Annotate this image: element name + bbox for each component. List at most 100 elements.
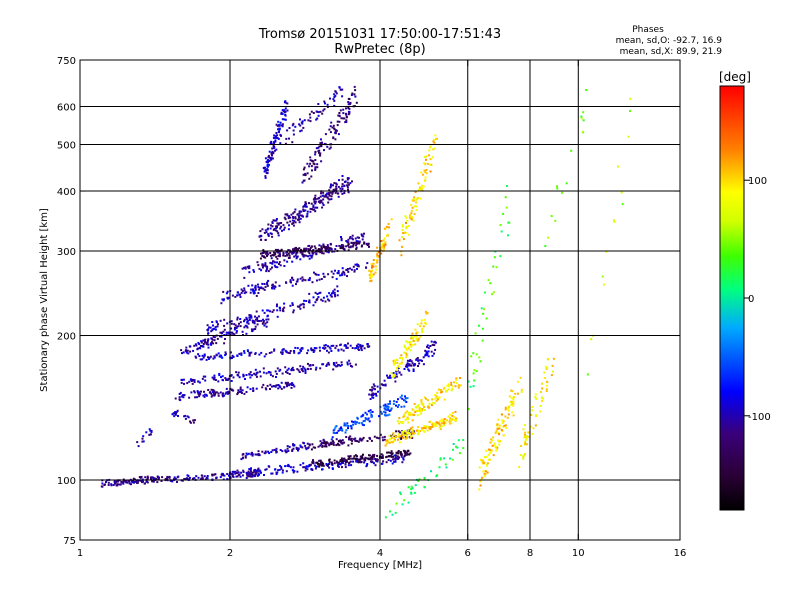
data-point <box>284 450 287 453</box>
data-point <box>214 328 217 331</box>
data-point <box>284 381 287 384</box>
data-point <box>114 482 116 485</box>
data-point <box>321 141 323 144</box>
data-point <box>404 438 407 440</box>
data-point <box>266 254 268 257</box>
data-point <box>193 379 196 382</box>
data-point <box>197 341 200 344</box>
data-point <box>502 420 505 423</box>
data-point <box>286 129 289 132</box>
data-point <box>225 391 228 394</box>
data-point <box>225 292 228 295</box>
data-point <box>301 181 304 184</box>
data-point <box>149 476 152 479</box>
data-point <box>239 325 242 328</box>
data-point <box>192 419 195 422</box>
data-point <box>403 414 406 417</box>
data-point <box>361 344 364 347</box>
data-point <box>234 326 236 329</box>
data-point <box>402 458 405 461</box>
data-point <box>380 249 382 252</box>
data-point <box>251 288 254 291</box>
data-point <box>185 351 188 354</box>
data-point <box>265 353 268 356</box>
data-point <box>332 344 335 347</box>
data-point <box>447 388 450 391</box>
data-point <box>326 196 329 199</box>
data-point <box>284 114 287 117</box>
data-point <box>393 435 396 438</box>
data-point <box>322 347 325 349</box>
data-point <box>354 439 357 442</box>
data-point <box>115 484 118 487</box>
data-point <box>363 347 366 350</box>
data-point <box>294 346 297 349</box>
data-point <box>307 119 310 122</box>
data-point <box>423 155 426 158</box>
data-point <box>308 202 310 205</box>
data-point <box>260 238 263 241</box>
data-point <box>388 410 391 412</box>
data-point <box>187 352 190 355</box>
data-point <box>265 265 268 268</box>
data-point <box>306 172 309 175</box>
data-point <box>525 438 527 441</box>
data-point <box>340 361 343 364</box>
data-point <box>250 470 252 473</box>
data-point <box>283 265 286 267</box>
data-point <box>376 458 379 461</box>
data-point <box>273 348 276 351</box>
data-point <box>323 149 325 152</box>
data-point <box>313 245 316 248</box>
data-point <box>345 107 347 110</box>
data-point <box>336 124 339 127</box>
data-point <box>207 358 210 360</box>
data-point <box>193 381 196 383</box>
data-point <box>267 279 270 282</box>
data-point <box>182 351 185 354</box>
data-point <box>285 370 287 373</box>
data-point <box>290 251 293 254</box>
data-point <box>408 432 410 435</box>
data-point <box>337 348 340 351</box>
data-point <box>483 475 486 478</box>
data-point <box>432 401 435 404</box>
data-point <box>328 147 331 150</box>
data-point <box>343 271 346 274</box>
data-point <box>151 480 154 483</box>
data-point <box>199 358 202 361</box>
data-point <box>393 460 396 463</box>
data-point <box>332 188 335 191</box>
data-point <box>404 450 407 453</box>
data-point <box>516 392 519 395</box>
data-point <box>403 434 406 437</box>
data-point <box>312 446 315 449</box>
data-point <box>428 154 430 157</box>
data-point <box>289 216 292 219</box>
data-point <box>287 463 290 466</box>
data-point <box>396 358 398 361</box>
data-point <box>369 437 372 440</box>
data-point <box>382 439 384 442</box>
data-point <box>443 424 445 427</box>
data-point <box>353 269 356 272</box>
data-point <box>226 290 229 293</box>
data-point <box>413 414 416 416</box>
data-point <box>255 310 258 313</box>
data-point <box>309 207 312 210</box>
data-point <box>177 475 180 478</box>
data-point <box>361 438 364 441</box>
data-point <box>276 266 279 269</box>
data-point <box>274 385 277 388</box>
data-point <box>530 425 533 428</box>
data-point <box>384 404 387 407</box>
data-point <box>415 205 418 208</box>
data-point <box>629 110 631 112</box>
data-point <box>235 330 238 333</box>
data-point <box>235 371 238 374</box>
data-point <box>358 422 361 425</box>
data-point <box>419 335 422 338</box>
data-point <box>202 343 205 345</box>
data-point <box>324 443 327 446</box>
data-point <box>211 394 214 397</box>
